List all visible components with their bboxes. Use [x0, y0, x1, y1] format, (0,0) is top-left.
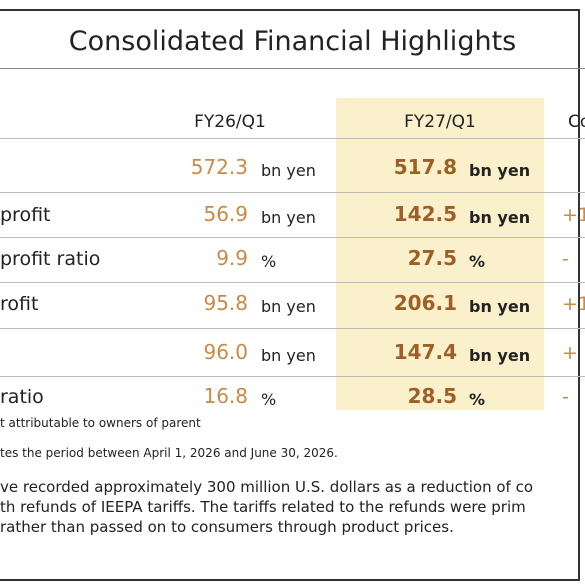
value: 96.0 [203, 340, 248, 364]
unit: bn yen [469, 208, 531, 227]
unit: bn yen [261, 297, 316, 316]
value: 517.8 [393, 155, 457, 179]
change: - [562, 386, 569, 408]
column-header: FY27/Q1 [404, 112, 476, 132]
title: Consolidated Financial Highlights [68, 26, 517, 57]
unit: bn yen [261, 161, 316, 180]
unit: bn yen [261, 208, 316, 227]
unit: % [261, 390, 277, 409]
value: 16.8 [203, 384, 248, 408]
change: +1 [562, 204, 585, 226]
paragraph-line: rather than passed on to consumers throu… [0, 518, 454, 536]
divider [0, 237, 585, 238]
unit: bn yen [469, 161, 531, 180]
value: 147.4 [393, 340, 457, 364]
value: 27.5 [407, 246, 457, 270]
unit: bn yen [469, 297, 531, 316]
row-label: rofit [0, 293, 39, 315]
change: + [562, 342, 578, 364]
divider [0, 68, 585, 69]
unit: % [469, 252, 486, 271]
divider [0, 328, 585, 329]
unit: % [469, 390, 486, 409]
divider [0, 282, 585, 283]
row-label: ratio [0, 386, 44, 408]
change: +1 [562, 293, 585, 315]
value: 572.3 [190, 155, 248, 179]
highlight-column [336, 98, 544, 410]
paragraph-line: th refunds of IEEPA tariffs. The tariffs… [0, 498, 526, 516]
divider [0, 376, 585, 377]
value: 142.5 [393, 202, 457, 226]
value: 9.9 [216, 246, 248, 270]
frame [0, 9, 580, 581]
change: - [562, 248, 569, 270]
divider [0, 138, 585, 139]
row-label: profit [0, 204, 51, 226]
note: tes the period between April 1, 2026 and… [0, 446, 338, 460]
value: 56.9 [203, 202, 248, 226]
value: 28.5 [407, 384, 457, 408]
note: t attributable to owners of parent [0, 416, 201, 430]
value: 95.8 [203, 291, 248, 315]
column-header: Co [568, 112, 585, 132]
unit: % [261, 252, 277, 271]
value: 206.1 [393, 291, 457, 315]
unit: bn yen [261, 346, 316, 365]
column-header: FY26/Q1 [194, 112, 266, 132]
row-label: profit ratio [0, 248, 101, 270]
divider [0, 192, 585, 193]
paragraph-line: ve recorded approximately 300 million U.… [0, 478, 534, 496]
unit: bn yen [469, 346, 531, 365]
